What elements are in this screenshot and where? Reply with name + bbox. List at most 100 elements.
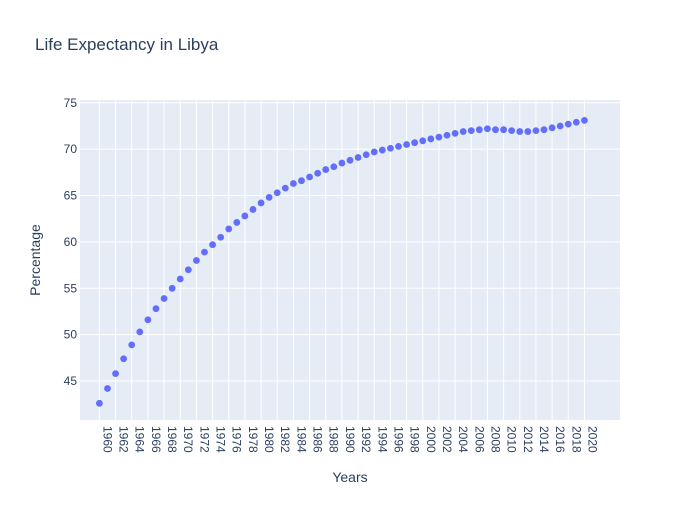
data-point <box>128 341 136 349</box>
data-point <box>298 177 305 185</box>
x-tick-label: 1964 <box>133 426 147 453</box>
data-point <box>524 128 532 135</box>
y-tick-label: 65 <box>64 189 78 203</box>
data-point <box>403 141 410 148</box>
data-point <box>395 142 402 150</box>
x-tick-label: 1960 <box>100 426 114 453</box>
data-point <box>581 117 588 124</box>
data-point <box>572 118 580 126</box>
data-point <box>225 225 233 233</box>
data-point <box>306 173 313 181</box>
x-tick-label: 1966 <box>149 426 163 453</box>
data-point <box>492 126 499 134</box>
data-point <box>104 385 111 392</box>
x-tick-label: 1992 <box>359 426 373 453</box>
x-tick-label: 1968 <box>165 426 179 453</box>
x-tick-label: 2004 <box>456 426 470 453</box>
data-point <box>273 189 281 197</box>
chart-title: Life Expectancy in Libya <box>35 35 219 54</box>
data-point <box>451 129 459 137</box>
data-point <box>378 146 386 154</box>
data-markers <box>96 117 588 407</box>
x-tick-label: 1970 <box>181 426 195 453</box>
y-tick-label: 75 <box>64 96 78 110</box>
x-tick-label: 2008 <box>488 426 502 453</box>
data-point <box>516 128 524 135</box>
x-tick-label: 1976 <box>230 426 244 453</box>
data-point <box>564 120 572 128</box>
x-tick-label: 1980 <box>262 426 276 453</box>
plot-area <box>80 100 620 420</box>
data-point <box>484 125 491 133</box>
x-tick-label: 2014 <box>537 426 551 453</box>
data-point <box>290 180 297 187</box>
x-tick-label: 1974 <box>214 426 228 453</box>
y-tick-label: 70 <box>64 142 78 156</box>
data-point <box>249 206 257 213</box>
data-point <box>193 257 200 264</box>
y-axis-ticks: 45 50 55 60 65 70 75 <box>64 96 78 388</box>
data-point <box>508 127 516 135</box>
y-axis-title: Percentage <box>27 224 43 296</box>
data-point <box>362 151 370 159</box>
data-point <box>467 127 475 135</box>
data-point <box>556 122 564 130</box>
data-point <box>346 156 354 164</box>
data-point <box>427 135 435 143</box>
data-point <box>459 128 467 135</box>
data-point <box>330 163 338 171</box>
data-point <box>160 295 168 302</box>
x-tick-label: 2018 <box>569 426 583 453</box>
data-point <box>136 328 144 336</box>
x-tick-label: 1994 <box>375 426 389 453</box>
data-point <box>241 212 249 220</box>
data-point <box>314 169 322 177</box>
x-tick-label: 2010 <box>505 426 519 453</box>
x-tick-label: 1998 <box>408 426 422 453</box>
data-point <box>96 399 103 407</box>
y-tick-label: 45 <box>64 374 78 388</box>
data-point <box>370 148 378 156</box>
x-tick-label: 2020 <box>585 426 599 453</box>
data-point <box>548 124 556 132</box>
x-tick-label: 1984 <box>294 426 308 453</box>
data-point <box>265 193 273 201</box>
x-tick-label: 1972 <box>197 426 211 453</box>
x-tick-label: 2016 <box>553 426 567 453</box>
data-point <box>532 127 540 135</box>
data-point <box>322 166 330 173</box>
x-tick-label: 1990 <box>343 426 357 453</box>
data-point <box>168 284 176 292</box>
x-tick-label: 2012 <box>521 426 535 453</box>
y-tick-label: 60 <box>64 235 78 249</box>
x-tick-label: 1978 <box>246 426 260 453</box>
x-tick-label: 1962 <box>117 426 131 453</box>
data-point <box>176 275 184 283</box>
data-point <box>209 241 216 249</box>
x-tick-label: 2000 <box>424 426 438 453</box>
y-tick-label: 55 <box>64 281 78 295</box>
data-point <box>419 137 427 145</box>
x-tick-label: 2002 <box>440 426 454 453</box>
data-point <box>217 233 225 241</box>
data-point <box>233 219 241 226</box>
x-axis-title: Years <box>332 469 367 485</box>
data-point <box>120 355 128 363</box>
data-point <box>411 139 419 147</box>
data-point <box>257 199 265 207</box>
x-axis-ticks: 1960 1962 1964 1966 1968 1970 1972 1974 1976 1978… <box>100 426 599 453</box>
x-tick-label: 2006 <box>472 426 486 453</box>
data-point <box>112 370 119 378</box>
data-point <box>184 266 192 274</box>
y-tick-label: 50 <box>64 328 78 342</box>
data-point <box>281 184 289 192</box>
x-tick-label: 1988 <box>327 426 341 453</box>
data-point <box>354 154 362 161</box>
data-point <box>475 126 483 134</box>
x-tick-label: 1986 <box>311 426 325 453</box>
data-point <box>387 144 394 152</box>
x-tick-label: 1996 <box>391 426 405 453</box>
data-point <box>152 305 160 313</box>
